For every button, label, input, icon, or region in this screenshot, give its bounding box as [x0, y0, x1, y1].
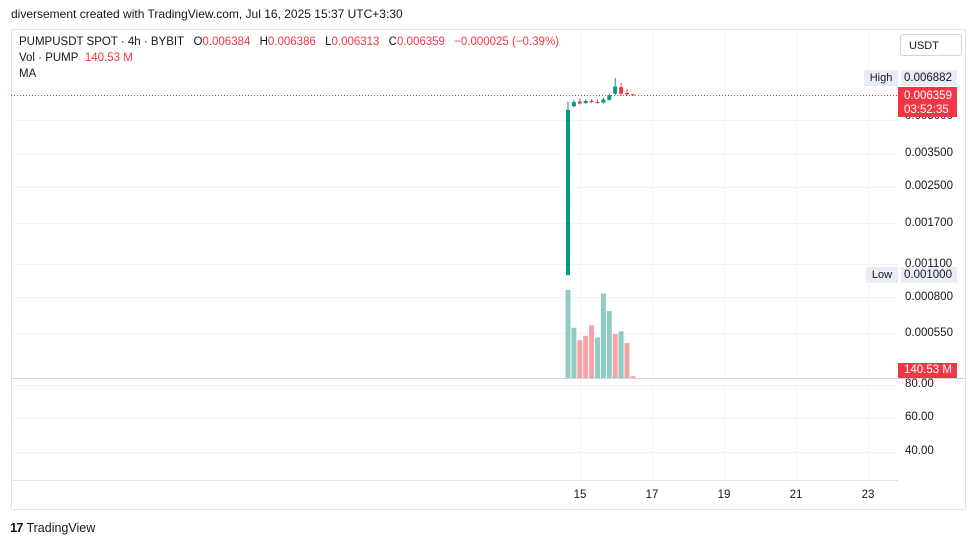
- price-axis-label: 0.003500: [905, 147, 953, 159]
- volume-axis-label: 40.00: [905, 445, 934, 457]
- legend-low: 0.006313: [331, 36, 380, 48]
- volume-bar: [577, 340, 583, 378]
- candle-body: [566, 109, 570, 275]
- volume-value-tag: 140.53 M: [898, 363, 957, 378]
- legend-close: 0.006359: [396, 36, 445, 48]
- legend-open: 0.006384: [202, 36, 251, 48]
- date-axis-label: 17: [645, 489, 659, 501]
- chart-credit: diversement created with TradingView.com…: [11, 7, 403, 21]
- legend-ma[interactable]: MA: [19, 68, 37, 80]
- candle-body: [619, 87, 624, 94]
- volume-bar: [600, 293, 606, 378]
- volume-bar: [589, 325, 595, 378]
- date-axis-label: 19: [717, 489, 731, 501]
- tradingview-logo-text: TradingView: [26, 520, 96, 535]
- volume-bar: [618, 331, 624, 378]
- volume-bar: [630, 376, 636, 378]
- price-axis-label: 0.001100: [905, 258, 953, 267]
- chart-grid: [11, 30, 898, 480]
- chart-frame: [11, 29, 966, 510]
- volume-bar: [565, 290, 571, 378]
- low-marker-value: 0.001000: [901, 267, 957, 283]
- price-axis-label: 0.002500: [905, 180, 953, 192]
- volume-bar: [624, 342, 630, 378]
- volume-axis-label: 80.00: [905, 378, 934, 390]
- candle-body: [601, 99, 606, 103]
- candles: [566, 78, 635, 275]
- candle-body: [630, 94, 635, 96]
- price-axis-label: 0.000800: [905, 291, 953, 303]
- volume-bar: [595, 337, 600, 378]
- last-price-value: 0.006359: [904, 90, 952, 102]
- candle-body: [589, 100, 594, 102]
- volume-bar: [571, 327, 577, 378]
- volume-bar: [583, 335, 589, 378]
- legend-volume[interactable]: Vol · PUMP 140.53 M: [19, 52, 133, 64]
- legend-symbol[interactable]: PUMPUSDT SPOT · 4h · BYBIT: [19, 36, 184, 48]
- tradingview-logo[interactable]: 17 TradingView: [10, 520, 95, 535]
- legend-high: 0.006386: [267, 36, 316, 48]
- volume-bars: [565, 290, 636, 378]
- low-marker-label: Low: [866, 267, 898, 283]
- candle-body: [625, 93, 629, 95]
- volume-bar: [606, 311, 612, 378]
- high-marker-value: 0.006882: [901, 70, 957, 86]
- legend-ohlc: PUMPUSDT SPOT · 4h · BYBIT O0.006384 H0.…: [19, 36, 559, 48]
- date-axis-label: 21: [789, 489, 803, 501]
- volume-bar: [612, 334, 618, 378]
- candle-body: [607, 95, 612, 100]
- bar-countdown: 03:52:35: [904, 104, 949, 116]
- legend-volume-value: 140.53 M: [84, 52, 133, 64]
- candle-body: [595, 101, 600, 103]
- last-price-tag: 0.006359 03:52:35: [898, 87, 957, 117]
- tradingview-logo-icon: 17: [10, 520, 24, 535]
- date-axis-label: 15: [573, 489, 587, 501]
- candle-body: [571, 101, 576, 107]
- currency-selector[interactable]: USDT: [900, 34, 962, 56]
- price-axis-label: 0.001700: [905, 217, 953, 229]
- volume-axis-label: 60.00: [905, 411, 934, 423]
- date-axis-label: 23: [861, 489, 875, 501]
- candle-body: [577, 101, 582, 104]
- legend-change: −0.000025 (−0.39%): [454, 36, 559, 48]
- high-marker-label: High: [864, 70, 898, 86]
- candle-body: [613, 86, 618, 94]
- price-axis-label: 0.000550: [905, 327, 953, 339]
- candle-body: [583, 101, 588, 104]
